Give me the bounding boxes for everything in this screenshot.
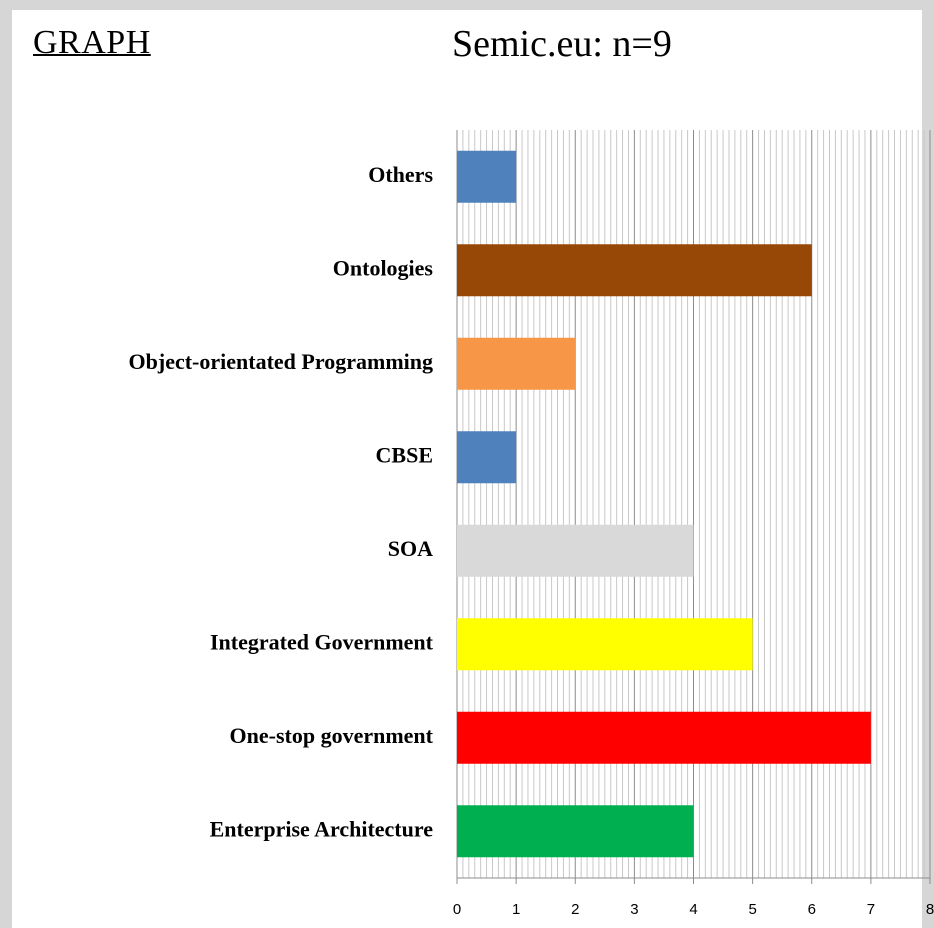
x-tick-label: 1 xyxy=(512,901,520,918)
x-tick-label: 4 xyxy=(689,901,697,918)
bar xyxy=(457,618,753,671)
y-tick-label: Integrated Government xyxy=(210,629,434,654)
y-tick-label: One-stop government xyxy=(230,723,434,748)
bar xyxy=(457,150,517,203)
y-tick-label: Others xyxy=(368,162,433,187)
bar xyxy=(457,805,694,858)
x-tick-label: 6 xyxy=(808,901,816,918)
y-tick-label: Enterprise Architecture xyxy=(210,816,434,841)
bar xyxy=(457,337,576,390)
bar xyxy=(457,244,812,297)
x-tick-label: 2 xyxy=(571,901,579,918)
x-tick-label: 0 xyxy=(453,901,461,918)
bar xyxy=(457,431,517,484)
x-tick-label: 3 xyxy=(630,901,638,918)
x-tick-label: 7 xyxy=(867,901,875,918)
bar xyxy=(457,524,694,577)
x-tick-label: 5 xyxy=(748,901,756,918)
bar xyxy=(457,711,871,764)
x-tick-label: 8 xyxy=(926,901,934,918)
chart-title: Semic.eu: n=9 xyxy=(452,23,672,65)
heading: GRAPH xyxy=(33,24,151,61)
y-tick-label: Object-orientated Programming xyxy=(129,349,433,374)
y-tick-label: SOA xyxy=(388,536,433,561)
y-tick-label: Ontologies xyxy=(333,255,434,280)
y-tick-label: CBSE xyxy=(376,442,433,467)
